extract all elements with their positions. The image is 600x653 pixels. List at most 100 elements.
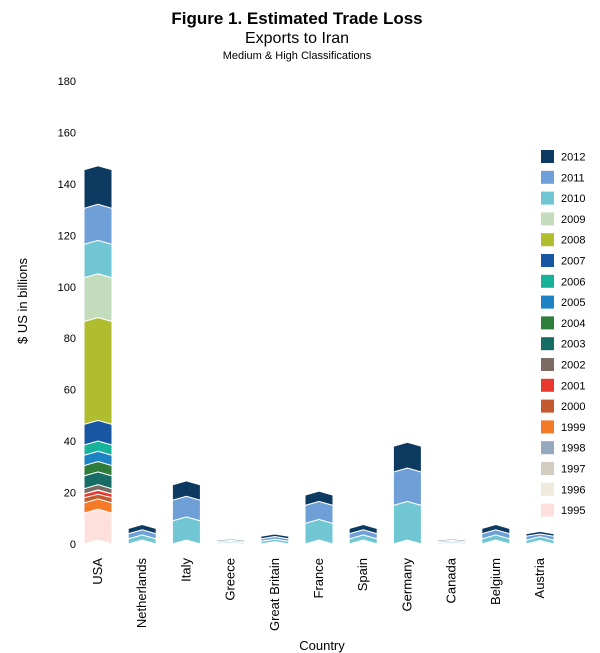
y-tick-label: 180 <box>58 76 76 88</box>
y-axis-ticks: 0 20 40 60 80 100 120 140 160 180 <box>58 76 76 551</box>
legend-label: 1998 <box>561 443 585 455</box>
legend-label: 2010 <box>561 193 585 205</box>
legend-swatch <box>541 254 554 267</box>
legend: 2012 2011 2010 2009 2008 2007 2006 2005 2004 2003… <box>541 150 585 517</box>
legend-label: 2004 <box>561 318 585 330</box>
y-tick-label: 80 <box>64 333 76 345</box>
legend-swatch <box>541 441 554 455</box>
y-axis-label: $ US in billions <box>15 258 30 344</box>
legend-swatch <box>541 462 554 475</box>
legend-item-2003: 2003 <box>541 337 585 351</box>
legend-item-2004: 2004 <box>541 316 585 330</box>
bar-segment-2011 <box>392 467 422 507</box>
legend-item-2007: 2007 <box>541 254 585 268</box>
legend-swatch <box>541 399 554 413</box>
x-tick-label: France <box>311 558 326 598</box>
legend-item-1995: 1995 <box>541 503 585 517</box>
bar-segment-2012 <box>437 538 467 542</box>
y-tick-label: 120 <box>58 230 76 242</box>
legend-label: 2009 <box>561 214 585 226</box>
y-tick-label: 60 <box>64 385 76 397</box>
legend-item-2005: 2005 <box>541 295 585 309</box>
x-tick-label: Canada <box>444 557 459 603</box>
legend-item-1996: 1996 <box>541 482 585 496</box>
bar-segment-2010 <box>83 239 113 279</box>
legend-label: 2012 <box>561 152 585 164</box>
legend-swatch <box>541 337 554 351</box>
bars <box>83 165 555 545</box>
legend-item-1998: 1998 <box>541 441 585 455</box>
x-tick-label: Great Britain <box>267 558 282 631</box>
legend-swatch <box>541 316 554 330</box>
chart-subtitle: Exports to Iran <box>245 30 349 47</box>
bar-segment-2012 <box>481 524 511 535</box>
bar-segment-2010 <box>304 518 334 545</box>
legend-label: 2001 <box>561 380 585 392</box>
bar-segment-2012 <box>127 524 157 535</box>
legend-label: 2000 <box>561 401 585 413</box>
legend-label: 2006 <box>561 276 585 288</box>
legend-swatch <box>541 150 554 163</box>
legend-swatch <box>541 274 554 288</box>
legend-swatch <box>541 482 554 496</box>
chart-title: Figure 1. Estimated Trade Loss <box>171 9 422 28</box>
legend-item-2011: 2011 <box>541 170 585 184</box>
legend-swatch <box>541 170 554 184</box>
bar-segment-2012 <box>216 538 246 542</box>
x-tick-label: Italy <box>178 558 193 582</box>
bar-segment-2010 <box>171 516 201 545</box>
legend-label: 2002 <box>561 360 585 372</box>
legend-item-2001: 2001 <box>541 378 585 392</box>
y-tick-label: 0 <box>70 539 76 551</box>
bar-segment-2009 <box>83 273 113 323</box>
x-tick-label: USA <box>90 558 105 585</box>
legend-item-2009: 2009 <box>541 212 585 226</box>
legend-swatch <box>541 212 554 226</box>
bar-segment-2012 <box>304 490 334 507</box>
y-tick-label: 20 <box>64 488 76 500</box>
legend-item-2006: 2006 <box>541 274 585 288</box>
legend-label: 1996 <box>561 484 585 496</box>
x-axis-ticks: USA Netherlands Italy Greece Great Britain Fr… <box>90 557 547 631</box>
y-tick-label: 100 <box>58 282 76 294</box>
legend-label: 2003 <box>561 339 585 351</box>
y-tick-label: 40 <box>64 436 76 448</box>
legend-item-1999: 1999 <box>541 420 585 434</box>
legend-item-2012: 2012 <box>541 150 585 164</box>
bar-segment-2012 <box>525 530 555 537</box>
legend-item-1997: 1997 <box>541 462 585 476</box>
legend-item-2008: 2008 <box>541 233 585 247</box>
x-tick-label: Greece <box>223 558 238 601</box>
chart-subsubtitle: Medium & High Classifications <box>223 50 372 62</box>
x-tick-label: Germany <box>399 558 414 612</box>
legend-swatch <box>541 358 554 371</box>
x-axis-label: Country <box>299 638 345 653</box>
legend-swatch <box>541 503 554 517</box>
bar-segment-2012 <box>348 524 378 535</box>
bar-segment-2008 <box>83 316 113 426</box>
x-tick-label: Belgium <box>488 558 503 605</box>
bar-segment-2010 <box>392 500 422 545</box>
legend-label: 2005 <box>561 297 585 309</box>
bar-segment-2012 <box>260 533 290 540</box>
legend-label: 2007 <box>561 256 585 268</box>
legend-swatch <box>541 420 554 434</box>
legend-swatch <box>541 378 554 392</box>
bar-segment-2012 <box>171 480 201 501</box>
legend-label: 2008 <box>561 235 585 247</box>
bar-segment-2011 <box>83 203 113 245</box>
legend-item-2000: 2000 <box>541 399 585 413</box>
bar-segment-2012 <box>392 441 422 473</box>
x-tick-label: Austria <box>532 557 547 598</box>
y-tick-label: 140 <box>58 179 76 191</box>
legend-label: 1995 <box>561 505 585 517</box>
x-tick-label: Spain <box>355 558 370 591</box>
legend-swatch <box>541 233 554 247</box>
x-tick-label: Netherlands <box>134 558 149 629</box>
legend-label: 2011 <box>561 172 585 184</box>
legend-item-2010: 2010 <box>541 191 585 205</box>
bar-segment-2011 <box>171 495 201 522</box>
bar-segment-1995 <box>83 508 113 545</box>
legend-swatch <box>541 191 554 205</box>
